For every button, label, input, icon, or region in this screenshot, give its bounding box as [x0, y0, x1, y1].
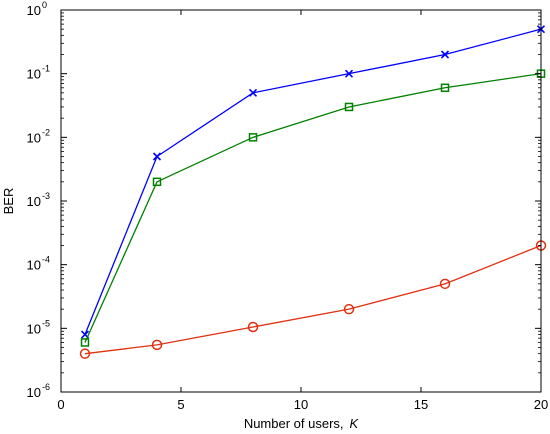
- series-circle: [79, 240, 547, 359]
- y-tick-label-exponent: 0: [42, 0, 47, 10]
- y-tick-label: 10: [27, 194, 41, 209]
- y-tick-label: 10: [27, 67, 41, 82]
- data-point-square-marker: [80, 338, 90, 347]
- y-tick-label: 10: [27, 385, 41, 400]
- x-tick-label: 5: [177, 397, 184, 412]
- x-tick-label: 0: [57, 397, 64, 412]
- plot-area-frame: [60, 9, 542, 393]
- x-axis-label-text: Number of users,: [244, 416, 344, 431]
- x-axis-label: Number of users, K: [244, 416, 360, 431]
- data-point-x-marker: [344, 69, 354, 78]
- data-point-circle-marker: [247, 321, 259, 333]
- data-point-x-marker: [440, 50, 450, 59]
- data-point-square-marker: [152, 177, 162, 187]
- y-tick-label-exponent: -6: [42, 382, 50, 392]
- x-axis: 0 5 10 15 20: [57, 10, 548, 412]
- y-tick-label: 10: [27, 321, 41, 336]
- series-line: [84, 28, 542, 335]
- data-point-circle-marker: [439, 278, 451, 290]
- y-tick-label-exponent: -4: [42, 255, 50, 265]
- data-point-square-marker: [248, 133, 258, 142]
- data-point-circle-marker: [343, 303, 355, 315]
- x-axis-label-symbol: K: [350, 416, 360, 431]
- y-tick-label: 10: [27, 258, 41, 273]
- y-tick-label: 10: [27, 3, 41, 18]
- data-point-x-marker: [152, 152, 162, 161]
- y-tick-label-exponent: -5: [42, 318, 50, 328]
- series-x: [80, 25, 546, 339]
- series-line: [84, 73, 542, 343]
- data-point-square-marker: [440, 83, 450, 93]
- y-tick-label: 10: [27, 130, 41, 145]
- y-tick-label-exponent: -1: [42, 64, 50, 74]
- y-tick-label-exponent: -2: [42, 127, 50, 137]
- data-point-square-marker: [344, 102, 354, 112]
- data-point-circle-marker: [151, 339, 163, 351]
- x-tick-label: 15: [414, 397, 428, 412]
- x-tick-label: 10: [294, 397, 308, 412]
- data-point-circle-marker: [79, 348, 91, 359]
- series-line: [84, 244, 542, 355]
- series-square: [80, 69, 546, 347]
- x-tick-label: 20: [534, 397, 548, 412]
- data-point-x-marker: [248, 88, 258, 97]
- series-layer: [79, 25, 547, 359]
- y-tick-label-exponent: -3: [42, 191, 50, 201]
- y-axis-label: BER: [1, 188, 16, 215]
